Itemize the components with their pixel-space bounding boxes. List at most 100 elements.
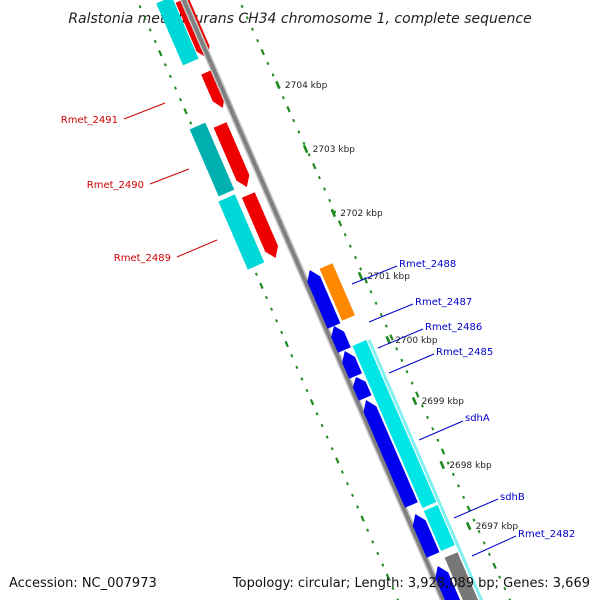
kbp-tick-mark [302,144,309,154]
outer-tick-dot [360,515,365,522]
outer-tick-dot [153,39,157,44]
kbp-label: 2699 kbp [422,397,465,407]
reverse-gene-leader [471,535,517,557]
reverse-gene-leader [351,265,398,285]
outer-tick-dot [309,399,315,406]
inner-tick-dot [302,141,306,146]
inner-tick-dot [477,529,481,534]
reverse-gene-leader [453,498,499,519]
inner-tick-dot [400,358,404,362]
backbone-line [181,0,446,600]
inner-tick-dot [508,598,512,600]
reverse-gray-feature [444,552,479,600]
kbp-scale: 2704 kbp 2703 kbp 2702 kbp 2701 kbp 2700 kbp… [275,80,519,532]
reverse-other-feature [352,340,437,508]
inner-tick-dot [353,255,357,260]
reverse-cds-feature [342,351,363,379]
kbp-label: 2704 kbp [285,81,328,91]
outer-tick-dot [179,98,182,102]
map-title: Ralstonia metallidurans CH34 chromosome … [68,11,531,27]
inner-tick-dot [328,198,332,203]
inner-tick-dot [482,541,486,545]
kbp-label: 2701 kbp [368,272,411,282]
inner-tick-dot [297,130,301,134]
outer-tick-dot [143,16,147,20]
reverse-cds-feature [331,326,351,353]
inner-tick-dot [281,96,285,100]
inner-tick-dot [462,495,466,499]
outer-tick-dot [335,457,340,464]
outer-tick-dot [168,74,172,79]
inner-tick-dot [307,153,311,157]
reverse-cds-feature [352,377,372,401]
outer-tick-dot [259,282,264,290]
reverse-gene-label[interactable]: sdhA [465,413,490,424]
kbp-label: 2703 kbp [313,145,356,155]
inner-tick-dot [256,38,260,43]
forward-strand-features [156,0,279,270]
outer-tick-dot [325,435,329,439]
reverse-cds-feature [412,514,440,558]
forward-other-feature [218,194,265,270]
topology-label: Topology: circular; Length: 3,928,089 bp… [232,576,590,591]
forward-cds-feature [213,122,250,187]
reverse-gene-label[interactable]: Rmet_2482 [518,529,575,540]
forward-other-feature [156,0,199,66]
inner-tick-dot [436,438,440,442]
inner-tick-dot [245,16,249,20]
forward-gene-label[interactable]: Rmet_2491 [61,115,118,126]
inner-tick-dot [472,518,476,522]
inner-tick-dot [446,461,450,465]
kbp-label: 2697 kbp [476,522,519,532]
reverse-gene-label[interactable]: Rmet_2485 [436,347,493,358]
reverse-gene-label[interactable]: Rmet_2487 [415,297,472,308]
outer-tick-dot [284,340,289,348]
kbp-tick-mark [385,335,391,345]
forward-other-feature [189,122,235,197]
forward-gene-leader [149,168,190,185]
outer-tick-dot [270,307,274,311]
outer-tick-dot [158,49,163,57]
outer-tick-dot [315,412,319,416]
inner-tick-dot [369,290,373,294]
reverse-strand-features [307,263,484,600]
inner-tick-dot [337,220,343,227]
outer-tick-dot [163,63,167,67]
outer-tick-dot [275,319,279,323]
inner-tick-dot [286,105,291,113]
outer-tick-dot [305,388,309,393]
inner-tick-dot [384,324,388,328]
inner-tick-dot [240,4,244,9]
forward-gene-label[interactable]: Rmet_2490 [87,180,144,191]
inner-tick-dot [503,586,507,591]
outer-tick-dot [381,563,385,567]
reverse-gene-leader [368,303,414,323]
kbp-tick-mark [275,80,281,90]
inner-tick-dot [451,472,455,477]
inner-tick-dot [359,267,363,271]
outer-tick-dot [254,272,258,276]
inner-tick-dot [312,163,317,170]
outer-tick-dot [300,377,304,381]
outer-tick-dot [189,121,193,125]
inner-tick-dot [498,575,502,579]
reverse-gene-label[interactable]: sdhB [500,492,525,503]
inner-tick-dot [405,370,409,374]
outer-tick-dot [340,470,344,474]
reverse-gene-label[interactable]: Rmet_2488 [399,259,456,270]
outer-tick-dot [385,573,391,580]
kbp-label: 2698 kbp [449,461,492,471]
outer-tick-dot [265,295,268,300]
inner-tick-dot [348,244,352,248]
inner-tick-dot [492,562,497,569]
outer-tick-dot [295,365,299,369]
accession-label: Accession: NC_007973 [9,576,157,591]
forward-gene-label[interactable]: Rmet_2489 [114,253,171,264]
inner-tick-dot [271,73,275,77]
outer-tick-dot [183,108,188,115]
outer-tick-dot [148,28,152,32]
outer-tick-dot [351,493,354,497]
reverse-edge-strip [367,339,484,600]
reverse-gene-label[interactable]: Rmet_2486 [425,322,482,333]
